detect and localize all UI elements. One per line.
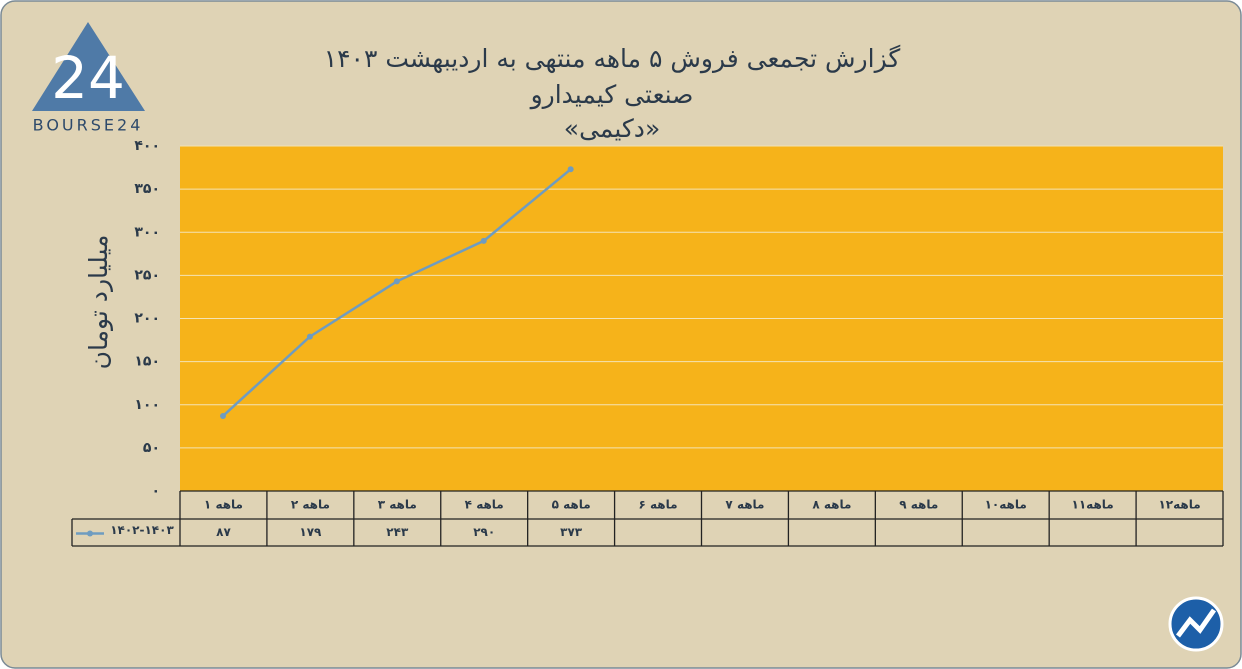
point <box>306 333 313 340</box>
logo: 24 BOURSE24 <box>32 22 145 135</box>
y-axis-label: میلیارد تومان <box>84 235 113 370</box>
y-tick-label: ۱۵۰ <box>134 354 160 370</box>
point <box>393 278 400 285</box>
chart-subtitle-2: «دکیمی» <box>564 114 660 143</box>
icon-arrow <box>1176 608 1217 638</box>
data-label: ۳۷۳ <box>560 525 583 539</box>
data-label: ۱۷۹ <box>299 525 322 539</box>
chart-subtitle: صنعتی کیمیدارو <box>529 80 694 110</box>
x-tick-label: ۱ ماهه <box>204 498 243 512</box>
corner-icon <box>1168 596 1224 652</box>
x-tick-label: ۱۱ماهه <box>1072 498 1114 512</box>
y-tick-label: ۱۰۰ <box>134 397 160 413</box>
legend-marker <box>87 530 93 537</box>
x-tick-label: ۴ ماهه <box>465 498 504 512</box>
y-tick-label: ۰ <box>151 483 160 499</box>
x-tick-label: ۵ ماهه <box>552 498 591 512</box>
chart-title: گزارش تجمعی فروش ۵ ماهه منتهی به اردیبهش… <box>324 44 901 74</box>
y-tick-label: ۵۰ <box>143 440 160 456</box>
y-tick-label: ۳۵۰ <box>134 181 160 197</box>
x-tick-label: ۳ ماهه <box>378 498 417 512</box>
legend-label: ۱۴۰۲-۱۴۰۳ <box>110 523 174 537</box>
logo-triangle <box>32 22 145 111</box>
data-label: ۲۴۳ <box>386 525 409 539</box>
point <box>220 412 226 419</box>
data-label: ۲۹۰ <box>473 525 495 539</box>
x-tick-label: ۷ ماهه <box>725 498 764 512</box>
y-tick-label: ۴۰۰ <box>134 138 160 154</box>
x-tick-label: ۱۰ماهه <box>985 498 1027 512</box>
y-tick-label: ۲۵۰ <box>134 267 160 283</box>
x-tick-label: ۶ ماهه <box>639 498 678 512</box>
logo-text: BOURSE24 <box>33 116 144 135</box>
y-tick-label: ۲۰۰ <box>134 311 160 327</box>
point <box>480 237 487 244</box>
x-tick-label: ۸ ماهه <box>812 498 851 512</box>
data-label: ۸۷ <box>216 525 231 539</box>
x-tick-label: ۱۲ماهه <box>1158 498 1200 512</box>
x-tick-label: ۹ ماهه <box>899 498 938 512</box>
point <box>567 166 574 173</box>
y-tick-label: ۳۰۰ <box>134 224 160 240</box>
logo-digits: 24 <box>51 44 125 112</box>
x-tick-label: ۲ ماهه <box>291 498 330 512</box>
